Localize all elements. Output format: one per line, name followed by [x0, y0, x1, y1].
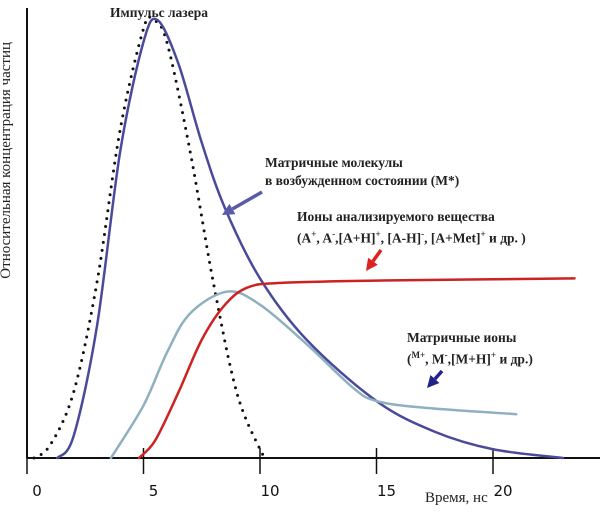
analyte-ions-series — [137, 277, 576, 460]
t: и др.) — [496, 351, 533, 367]
matrix-ions-label-2: (M+, M-,[M+H]+ и др.) — [407, 347, 533, 368]
t: + — [480, 229, 486, 239]
t: M+ — [411, 350, 426, 360]
analyte-label-1: Ионы анализируемого вещества — [297, 209, 495, 224]
t: , M — [425, 351, 445, 367]
t: + — [311, 229, 317, 239]
analyte-label-2: (A+, A-,[A+H]+, [A-H]-, [A+Met]+ и др. ) — [297, 226, 526, 247]
arrow-shaft — [371, 248, 383, 263]
mstar-label-2: в возбужденном состоянии (M*) — [265, 173, 460, 188]
t: , [A-H] — [380, 230, 422, 246]
x-tick-label: 0 — [32, 482, 42, 500]
t: + — [375, 229, 381, 239]
t: - — [332, 229, 336, 239]
arrow-head — [222, 203, 236, 215]
arrow-shaft — [433, 369, 444, 381]
t: (A — [297, 230, 312, 246]
excited-matrix-series — [56, 17, 565, 460]
matrix-ions-arrow — [427, 369, 444, 388]
laser-pulse-series — [32, 15, 269, 460]
t: , A — [316, 230, 333, 246]
y-axis-label: Относительная концентрация частиц — [0, 42, 14, 279]
matrix-ions-label-1: Матричные ионы — [407, 330, 517, 345]
t: ( — [407, 351, 412, 367]
t: - — [444, 350, 448, 360]
x-tick-label: 15 — [377, 482, 396, 500]
analyte-arrow — [366, 248, 383, 271]
t: и др. ) — [485, 230, 526, 246]
mstar-label-1: Матричные молекулы — [265, 155, 403, 170]
mstar-arrow — [222, 190, 263, 215]
t: , [A+Met] — [424, 230, 481, 246]
t: - — [421, 229, 425, 239]
x-tick-label: 5 — [149, 482, 159, 500]
arrow-head — [427, 375, 440, 388]
arrow-shaft — [231, 190, 263, 211]
arrow-head — [366, 257, 378, 271]
x-tick-label: 10 — [260, 482, 279, 500]
x-axis-label: Время, нс — [425, 490, 488, 506]
matrix-ions-series — [109, 290, 518, 460]
laser-label: Импульс лазера — [110, 5, 208, 20]
t: ,[A+H] — [335, 230, 376, 246]
x-tick-label: 20 — [493, 482, 512, 500]
t: + — [490, 350, 497, 360]
t: ,[M+H] — [447, 351, 491, 367]
